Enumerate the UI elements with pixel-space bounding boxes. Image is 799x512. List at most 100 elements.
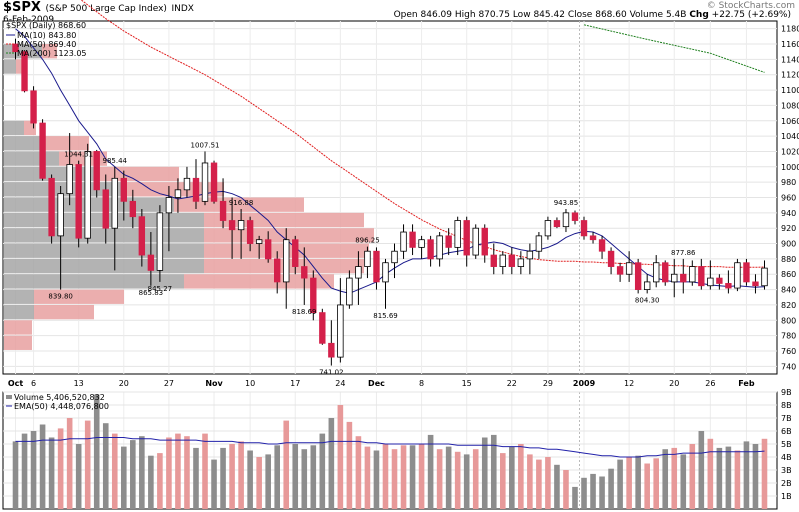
volume-bar: [57, 428, 64, 509]
candle-body: [589, 235, 597, 241]
chart-date: 6-Feb-2009: [3, 15, 55, 25]
legend-ma50: MA(50) 869.40: [17, 40, 76, 49]
candle-body: [355, 266, 362, 279]
candle-body: [680, 273, 687, 283]
volume-bar: [743, 441, 750, 509]
price-annotation: 916.88: [229, 199, 254, 207]
price-annotation: 865.83: [139, 289, 164, 297]
price-tick-label: 800: [781, 316, 796, 325]
profile-bar-down: [4, 151, 59, 166]
candle-body: [138, 216, 146, 256]
candle-body: [237, 220, 245, 231]
candle-body: [418, 239, 425, 248]
price-legend: $SPX (Daily) 868.60 MA(10) 843.80 MA(50)…: [6, 21, 87, 58]
candle-body: [662, 262, 669, 283]
candle-body: [607, 250, 615, 267]
volume-bar: [382, 444, 389, 509]
candle-body: [210, 162, 218, 202]
candle-body: [219, 200, 227, 221]
candle-body: [382, 262, 389, 283]
price-tick-label: 860: [781, 270, 796, 279]
price-tick-label: 740: [781, 362, 796, 371]
volume-bar: [283, 420, 290, 509]
chart-header: $SPX (S&P 500 Large Cap Index) INDX 6-Fe…: [3, 0, 194, 25]
candle-body: [526, 250, 534, 260]
ema50-line: [15, 437, 765, 458]
volume-bar: [761, 438, 768, 509]
candle-body: [156, 212, 164, 271]
candle-body: [183, 177, 191, 191]
date-tick-label: 20: [119, 379, 129, 388]
volume-bar: [572, 486, 578, 509]
profile-bar-down: [4, 59, 16, 74]
candle-body: [192, 177, 200, 202]
volume-bar: [617, 459, 623, 509]
price-annotation: 815.69: [373, 312, 398, 320]
profile-bar-down: [4, 120, 24, 136]
volume-tick-label: 1B: [781, 492, 792, 501]
volume-bar: [707, 438, 714, 509]
volume-bar: [364, 446, 371, 509]
volume-bar: [545, 457, 551, 509]
profile-bar-down: [4, 274, 184, 289]
date-tick-label: 8: [419, 379, 424, 388]
volume-bar: [265, 454, 271, 509]
price-tick-label: 1060: [781, 117, 799, 126]
legend-ma10: MA(10) 843.80: [17, 31, 76, 40]
volume-bar: [373, 450, 380, 509]
profile-bar-up: [124, 182, 224, 197]
profile-bar-up: [184, 274, 334, 289]
volume-bar: [599, 476, 605, 509]
volume-bar: [518, 444, 524, 509]
date-tick-label: Nov: [205, 379, 223, 388]
candle-body: [84, 151, 91, 239]
volume-bar: [635, 455, 641, 509]
volume-bar: [139, 436, 145, 509]
volume-panel: [2, 391, 778, 510]
profile-bar-down: [4, 289, 34, 304]
price-tick-label: 940: [781, 209, 796, 218]
profile-bar-up: [4, 320, 32, 335]
price-candles: [12, 38, 768, 366]
volume-tick-label: 7B: [781, 414, 792, 423]
candle-body: [734, 262, 741, 289]
candle-body: [743, 262, 750, 283]
symbol-title: $SPX (S&P 500 Large Cap Index) INDX: [3, 0, 194, 15]
price-annotation: 985.44: [103, 157, 128, 165]
price-annotation: 943.85: [554, 199, 579, 207]
volume-bar: [84, 420, 91, 509]
candle-body: [671, 273, 678, 283]
candle-body: [517, 258, 525, 267]
candle-body: [598, 239, 606, 252]
date-tick-label: 27: [164, 379, 174, 388]
candle-body: [761, 267, 768, 287]
profile-bar-up: [204, 228, 374, 243]
price-tick-label: 1140: [781, 55, 799, 64]
candle-body: [165, 197, 173, 214]
candle-body: [255, 239, 263, 244]
volume-bar: [247, 450, 253, 509]
legend-ema50: EMA(50) 4,448,076,800: [14, 402, 109, 411]
candle-body: [246, 220, 254, 244]
date-tick-label: 26: [705, 379, 715, 388]
candle-body: [12, 43, 19, 53]
candle-body: [616, 266, 624, 275]
volume-axis: 1B 2B 3B 4B 5B 6B 7B 8B 9B: [781, 388, 792, 501]
candle-body: [400, 231, 407, 252]
price-annotation: 845.27: [148, 285, 173, 293]
price-tick-label: 1020: [781, 147, 799, 156]
volume-bar: [445, 446, 452, 509]
volume-bar: [238, 441, 244, 509]
candle-body: [716, 277, 723, 284]
date-tick-label: 22: [507, 379, 517, 388]
volume-bar: [734, 450, 741, 509]
date-tick-label: 15: [462, 379, 472, 388]
price-annotation: 877.86: [671, 249, 696, 257]
date-tick-label: 6: [31, 379, 36, 388]
volume-bar: [626, 457, 632, 509]
volume-bar: [66, 418, 73, 509]
volume-bar: [725, 446, 732, 509]
candle-body: [66, 164, 73, 195]
volume-bar: [193, 447, 199, 509]
date-tick-label: 10: [245, 379, 255, 388]
